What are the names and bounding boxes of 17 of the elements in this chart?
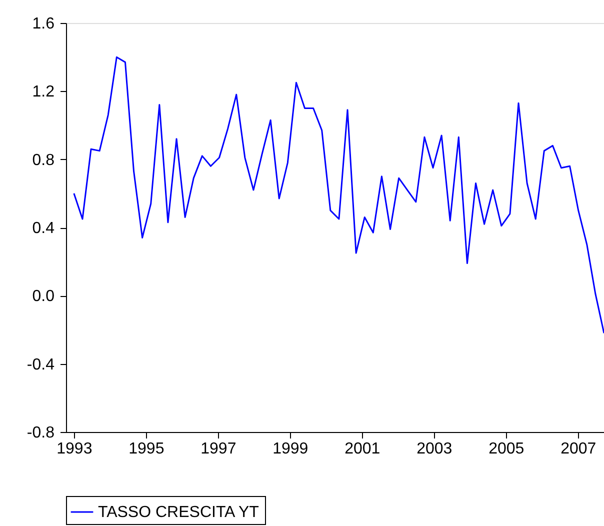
x-tick-label: 2003 (416, 440, 452, 458)
x-tick-label: 1993 (56, 440, 92, 458)
x-tick-label: 2005 (488, 440, 524, 458)
y-tick-label: 1.2 (32, 84, 55, 101)
x-tick-label: 1997 (200, 440, 236, 458)
y-tick-label: 0.0 (32, 288, 55, 306)
y-tick-label: 0.4 (32, 220, 55, 237)
y-tick-label: -0.8 (26, 424, 55, 442)
y-tick-label: -0.4 (26, 356, 55, 374)
x-tick-label: 2001 (344, 440, 380, 458)
y-tick-label: 1.6 (32, 16, 55, 32)
x-tick-label: 1999 (272, 440, 308, 458)
y-tick-label: 0.8 (32, 152, 55, 169)
x-tick-label: 2007 (560, 440, 596, 458)
legend-label: TASSO CRESCITA YT (98, 504, 260, 521)
x-tick-label: 1995 (128, 440, 164, 458)
line-series (73, 56, 604, 334)
